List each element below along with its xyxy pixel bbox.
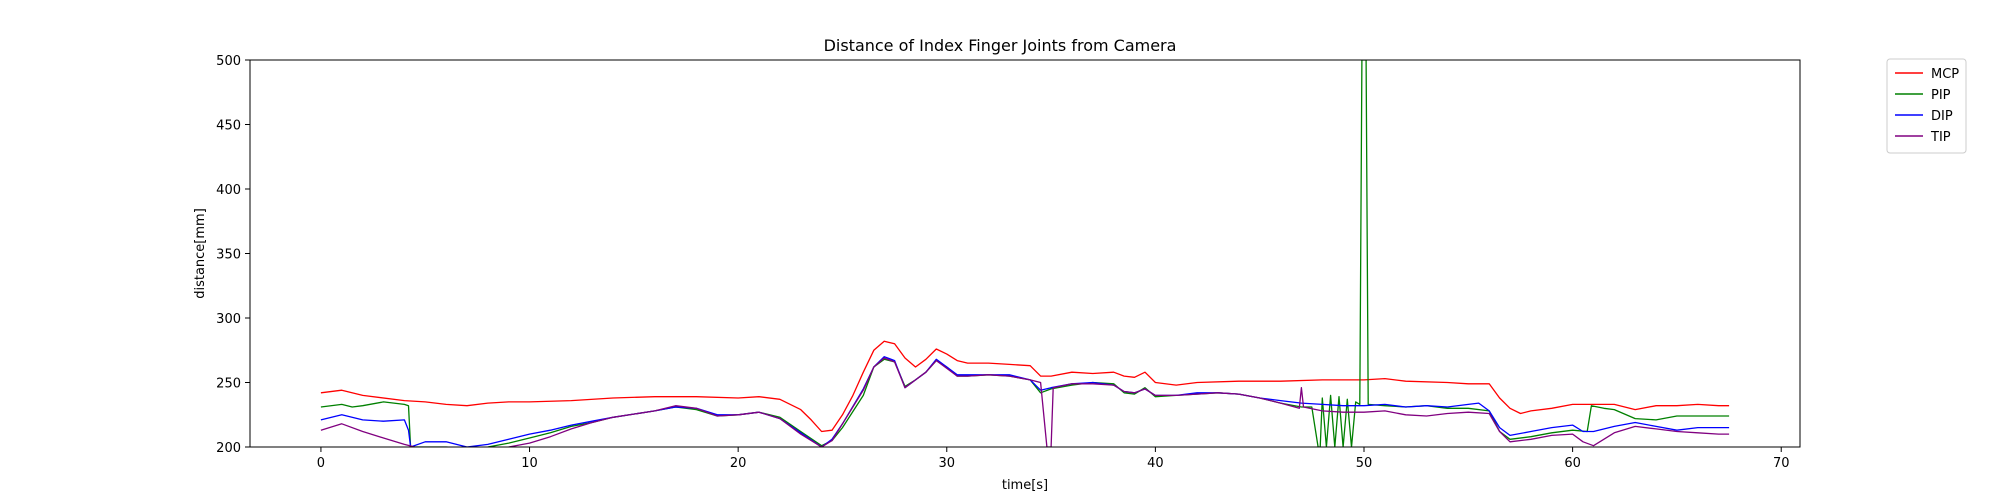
y-tick-label: 300 [216, 312, 241, 327]
y-axis: 200 250 300 350 400 450 500 [216, 54, 250, 456]
x-tick-label: 0 [317, 456, 325, 471]
y-tick-label: 450 [216, 119, 241, 134]
y-tick-label: 350 [216, 248, 241, 263]
x-tick-label: 60 [1564, 456, 1581, 471]
x-axis: 0 10 20 30 40 50 60 70 [317, 447, 1790, 471]
y-axis-label: distance[mm] [193, 208, 208, 299]
x-tick-label: 40 [1147, 456, 1164, 471]
y-tick-label: 500 [216, 54, 241, 69]
chart-title: Distance of Index Finger Joints from Cam… [824, 36, 1177, 55]
x-tick-label: 30 [938, 456, 955, 471]
x-tick-label: 70 [1773, 456, 1790, 471]
x-tick-label: 10 [521, 456, 538, 471]
series-line-pip [320, 60, 1730, 447]
plot-frame [249, 59, 1801, 448]
x-axis-label: time[s] [1002, 478, 1048, 493]
legend-box [1886, 58, 1967, 154]
series-line-mcp [320, 340, 1730, 433]
legend-label: MCP [1931, 67, 1959, 82]
legend-label: PIP [1931, 88, 1951, 103]
legend-label: TIP [1930, 130, 1951, 145]
y-tick-label: 400 [216, 183, 241, 198]
y-tick-label: 200 [216, 441, 241, 456]
y-tick-label: 250 [216, 377, 241, 392]
series-line-tip [320, 357, 1730, 447]
legend: MCP PIP DIP TIP [1886, 58, 1967, 154]
legend-label: DIP [1931, 109, 1953, 124]
x-tick-label: 20 [730, 456, 747, 471]
x-tick-label: 50 [1356, 456, 1373, 471]
plot-area [320, 60, 1730, 447]
